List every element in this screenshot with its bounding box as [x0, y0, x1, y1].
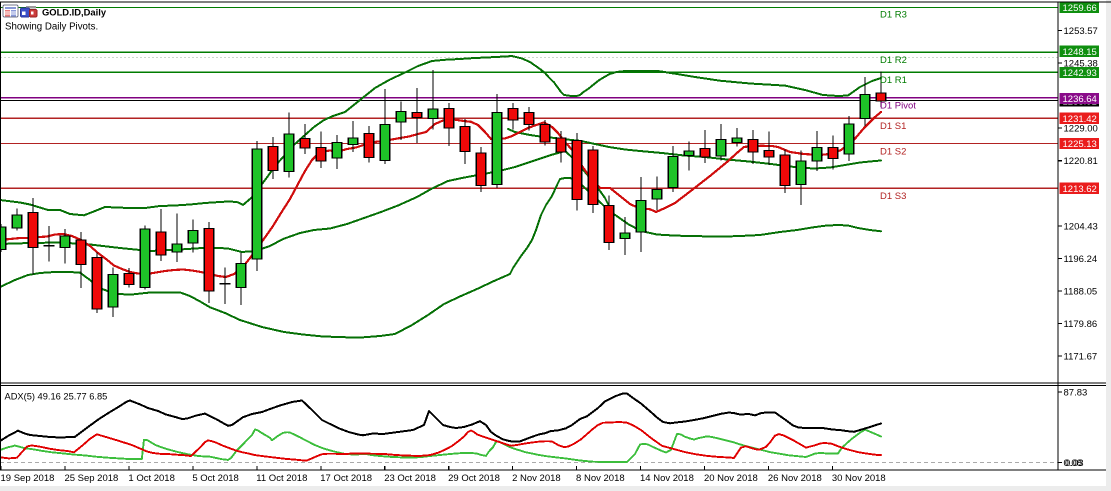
svg-text:0.08: 0.08	[1064, 458, 1083, 469]
svg-text:1 Oct 2018: 1 Oct 2018	[128, 473, 174, 484]
svg-text:0.03: 0.03	[1065, 458, 1084, 469]
svg-text:11 Oct 2018: 11 Oct 2018	[256, 473, 307, 484]
svg-text:8 Nov 2018: 8 Nov 2018	[576, 473, 625, 484]
svg-text:1248.15: 1248.15	[1063, 47, 1097, 58]
svg-text:5 Oct 2018: 5 Oct 2018	[192, 473, 238, 484]
svg-text:1188.05: 1188.05	[1064, 286, 1098, 297]
svg-text:1245.38: 1245.38	[1064, 59, 1098, 70]
svg-text:ADX(5) 49.16 25.77 6.85: ADX(5) 49.16 25.77 6.85	[5, 392, 108, 402]
svg-text:29 Oct 2018: 29 Oct 2018	[448, 473, 500, 484]
svg-text:Showing Daily Pivots.: Showing Daily Pivots.	[5, 22, 98, 33]
svg-text:2 Nov 2018: 2 Nov 2018	[512, 473, 561, 484]
svg-text:1242.93: 1242.93	[1063, 68, 1097, 79]
svg-text:30 Nov 2018: 30 Nov 2018	[832, 473, 886, 484]
svg-text:19 Sep 2018: 19 Sep 2018	[1, 473, 55, 484]
svg-text:1196.24: 1196.24	[1064, 254, 1098, 265]
svg-text:D1 R1: D1 R1	[880, 75, 907, 86]
svg-text:1229.00: 1229.00	[1064, 124, 1098, 135]
svg-text:17 Oct 2018: 17 Oct 2018	[320, 473, 372, 484]
svg-text:1231.42: 1231.42	[1063, 114, 1097, 125]
svg-text:1225.13: 1225.13	[1063, 139, 1097, 150]
svg-text:23 Oct 2018: 23 Oct 2018	[384, 473, 436, 484]
svg-text:1259.66: 1259.66	[1063, 3, 1097, 14]
svg-text:1236.64: 1236.64	[1063, 94, 1097, 105]
svg-text:D1 R2: D1 R2	[880, 55, 907, 66]
svg-text:26 Nov 2018: 26 Nov 2018	[768, 473, 822, 484]
svg-text:1213.62: 1213.62	[1063, 184, 1097, 195]
svg-text:D1 S1: D1 S1	[880, 121, 906, 132]
svg-text:D1 S3: D1 S3	[880, 191, 906, 202]
svg-text:D1 R3: D1 R3	[880, 10, 907, 21]
svg-text:14 Nov 2018: 14 Nov 2018	[640, 473, 694, 484]
svg-text:D1 S2: D1 S2	[880, 146, 906, 157]
svg-text:1179.86: 1179.86	[1064, 319, 1098, 330]
svg-text:1171.67: 1171.67	[1064, 352, 1098, 363]
svg-text:1204.43: 1204.43	[1064, 221, 1098, 232]
svg-text:25 Sep 2018: 25 Sep 2018	[64, 473, 118, 484]
svg-text:1220.81: 1220.81	[1064, 156, 1098, 167]
svg-text:D1 Pivot: D1 Pivot	[880, 101, 916, 112]
svg-text:20 Nov 2018: 20 Nov 2018	[704, 473, 758, 484]
svg-text:GOLD.ID,Daily: GOLD.ID,Daily	[42, 6, 107, 17]
svg-text:1253.57: 1253.57	[1064, 26, 1098, 37]
svg-text:87.83: 87.83	[1064, 388, 1088, 399]
